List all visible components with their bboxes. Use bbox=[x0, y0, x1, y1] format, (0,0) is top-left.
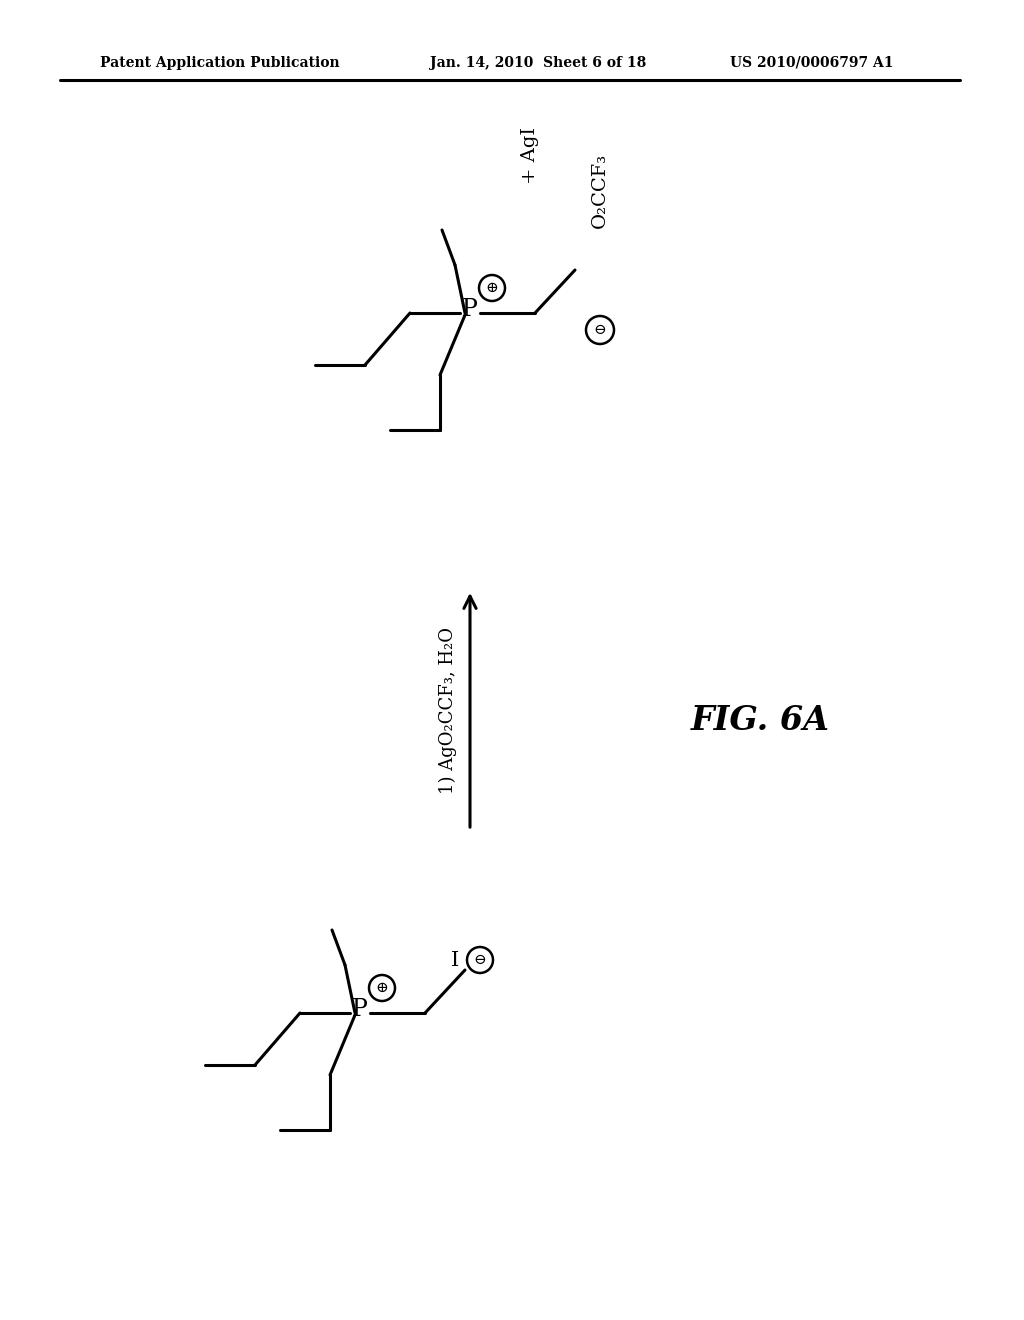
Text: ⊖: ⊖ bbox=[474, 953, 486, 968]
Text: I: I bbox=[451, 950, 459, 969]
Text: P: P bbox=[462, 298, 478, 322]
Text: O₂CCF₃: O₂CCF₃ bbox=[591, 152, 609, 227]
Text: 1) AgO₂CCF₃, H₂O: 1) AgO₂CCF₃, H₂O bbox=[439, 627, 457, 793]
Text: ⊖: ⊖ bbox=[594, 323, 606, 337]
Text: + AgI: + AgI bbox=[521, 127, 539, 183]
Text: ⊕: ⊕ bbox=[376, 981, 388, 995]
Text: Jan. 14, 2010  Sheet 6 of 18: Jan. 14, 2010 Sheet 6 of 18 bbox=[430, 55, 646, 70]
Text: Patent Application Publication: Patent Application Publication bbox=[100, 55, 340, 70]
Text: ⊕: ⊕ bbox=[485, 281, 499, 294]
Text: US 2010/0006797 A1: US 2010/0006797 A1 bbox=[730, 55, 894, 70]
Text: FIG. 6A: FIG. 6A bbox=[690, 704, 829, 737]
Text: P: P bbox=[352, 998, 368, 1022]
